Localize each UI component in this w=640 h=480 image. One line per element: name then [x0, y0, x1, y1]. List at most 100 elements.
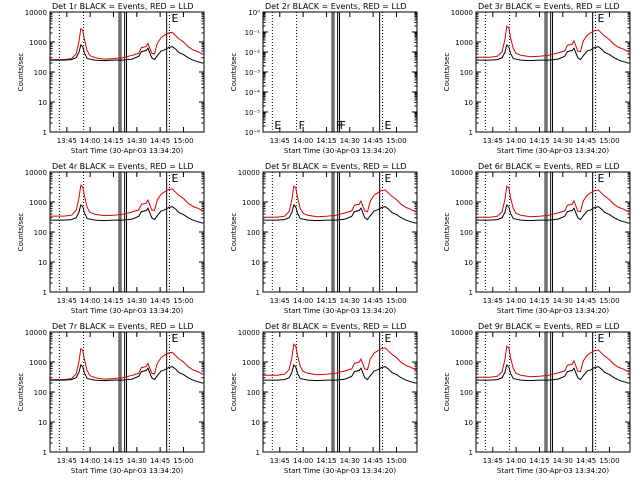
- x-axis-label: Start Time (30-Apr-03 13:34:20): [284, 147, 396, 155]
- panel-title: Det 9r BLACK = Events, RED = LLD: [478, 322, 620, 331]
- x-tick-label: 15:00: [386, 297, 406, 305]
- y-tick-label: 100: [34, 389, 47, 397]
- panel-det8r: Det 8r BLACK = Events, RED = LLD 1 10 100 10…: [230, 322, 418, 475]
- y-tick-label: 10⁻⁴: [245, 89, 261, 97]
- y-tick-label: 1000: [242, 359, 260, 367]
- y-tick-label: 10: [251, 259, 260, 267]
- x-axis-label: Start Time (30-Apr-03 13:34:20): [497, 307, 609, 315]
- y-tick-label: 1000: [29, 199, 47, 207]
- y-tick-label: 1: [469, 129, 473, 137]
- x-axis-label: Start Time (30-Apr-03 13:34:20): [71, 307, 183, 315]
- x-tick-label: 15:00: [173, 457, 193, 465]
- y-tick-label: 10: [38, 419, 47, 427]
- y-axis-label: Counts/sec: [230, 213, 238, 252]
- y-tick-label: 100: [460, 389, 473, 397]
- x-axis-label: Start Time (30-Apr-03 13:34:20): [497, 147, 609, 155]
- marker-label: E: [384, 332, 391, 345]
- y-tick-label: 100: [34, 229, 47, 237]
- y-tick-label: 10000: [451, 169, 473, 177]
- lld-line: [476, 345, 630, 378]
- marker-label: F: [340, 119, 346, 132]
- x-tick-label: 14:30: [127, 137, 147, 145]
- x-tick-label: 14:15: [316, 137, 336, 145]
- panel-det6r: Det 6r BLACK = Events, RED = LLD 1 10 100 10…: [443, 162, 631, 315]
- y-tick-label: 100: [247, 389, 260, 397]
- x-axis-label: Start Time (30-Apr-03 13:34:20): [71, 147, 183, 155]
- y-axis-label: Counts/sec: [17, 53, 25, 92]
- x-tick-label: 14:00: [506, 457, 526, 465]
- y-tick-label: 10: [464, 99, 473, 107]
- y-tick-label: 10: [464, 419, 473, 427]
- x-tick-label: 14:15: [103, 137, 123, 145]
- x-tick-label: 15:00: [599, 457, 619, 465]
- y-tick-label: 10000: [25, 9, 47, 17]
- x-tick-label: 13:45: [483, 297, 503, 305]
- panel-det9r: Det 9r BLACK = Events, RED = LLD 1 10 100 10…: [443, 322, 631, 475]
- x-tick-label: 14:00: [80, 137, 100, 145]
- x-tick-label: 13:45: [57, 297, 77, 305]
- y-tick-label: 1: [43, 289, 47, 297]
- y-axis-label: Counts/sec: [443, 53, 451, 92]
- x-tick-label: 14:45: [150, 137, 170, 145]
- marker-label: F: [299, 119, 305, 132]
- marker-label: E: [384, 119, 391, 132]
- events-line: [263, 203, 417, 224]
- y-axis-label: Counts/sec: [17, 213, 25, 252]
- x-tick-label: 14:30: [553, 297, 573, 305]
- y-tick-label: 10⁻⁵: [245, 109, 261, 117]
- y-tick-label: 10000: [238, 169, 260, 177]
- events-line: [50, 43, 204, 64]
- y-tick-label: 1: [469, 449, 473, 457]
- x-tick-label: 14:45: [576, 297, 596, 305]
- x-tick-label: 14:15: [103, 297, 123, 305]
- lld-line: [263, 343, 417, 376]
- y-tick-label: 1000: [242, 199, 260, 207]
- x-tick-label: 14:15: [529, 137, 549, 145]
- x-axis-label: Start Time (30-Apr-03 13:34:20): [497, 467, 609, 475]
- marker-label: E: [171, 12, 178, 25]
- y-tick-label: 10⁻³: [245, 69, 261, 77]
- x-tick-label: 14:15: [316, 297, 336, 305]
- lld-line: [50, 27, 204, 61]
- y-tick-label: 10000: [25, 169, 47, 177]
- x-tick-label: 13:45: [270, 457, 290, 465]
- y-tick-label: 100: [460, 69, 473, 77]
- panel-title: Det 5r BLACK = Events, RED = LLD: [265, 162, 407, 171]
- panel-det4r: Det 4r BLACK = Events, RED = LLD 1 10 100 10…: [17, 162, 205, 315]
- y-tick-label: 10⁻¹: [245, 29, 261, 37]
- x-tick-label: 14:45: [363, 457, 383, 465]
- lld-line: [476, 25, 630, 58]
- x-tick-label: 14:30: [127, 297, 147, 305]
- y-tick-label: 1000: [455, 39, 473, 47]
- events-line: [476, 43, 630, 64]
- x-tick-label: 14:30: [340, 297, 360, 305]
- y-axis-label: Counts/sec: [17, 373, 25, 412]
- events-line: [476, 203, 630, 224]
- y-tick-label: 1: [43, 449, 47, 457]
- y-tick-label: 1: [256, 289, 260, 297]
- x-tick-label: 14:15: [316, 457, 336, 465]
- x-tick-label: 14:00: [293, 137, 313, 145]
- y-axis-label: Counts/sec: [230, 53, 238, 92]
- x-tick-label: 13:45: [270, 137, 290, 145]
- y-tick-label: 10000: [451, 329, 473, 337]
- x-tick-label: 15:00: [599, 137, 619, 145]
- y-tick-label: 10000: [451, 9, 473, 17]
- lld-line: [50, 347, 204, 381]
- x-tick-label: 14:15: [103, 457, 123, 465]
- y-tick-label: 10: [38, 99, 47, 107]
- x-tick-label: 14:30: [553, 137, 573, 145]
- marker-label: E: [171, 172, 178, 185]
- x-tick-label: 13:45: [57, 137, 77, 145]
- y-tick-label: 1000: [29, 39, 47, 47]
- x-axis-label: Start Time (30-Apr-03 13:34:20): [71, 467, 183, 475]
- y-tick-label: 1: [469, 289, 473, 297]
- y-tick-label: 10: [251, 419, 260, 427]
- x-axis-label: Start Time (30-Apr-03 13:34:20): [284, 307, 396, 315]
- events-line: [50, 203, 204, 224]
- marker-label: E: [171, 332, 178, 345]
- x-tick-label: 14:15: [529, 297, 549, 305]
- panel-det2r: Det 2r BLACK = Events, RED = LLD 10⁻⁶ 10⁻⁵…: [230, 2, 418, 155]
- events-line: [476, 363, 630, 384]
- y-axis-label: Counts/sec: [443, 213, 451, 252]
